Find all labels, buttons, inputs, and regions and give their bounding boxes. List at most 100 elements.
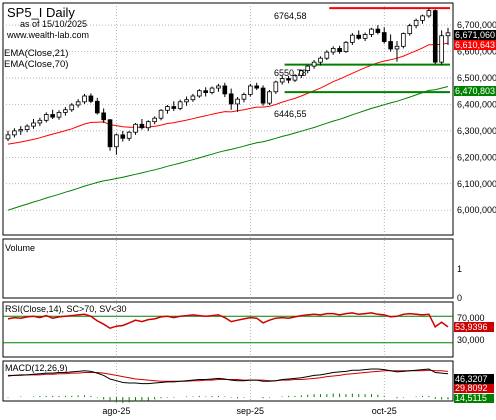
svg-text:6,470,803: 6,470,803: [455, 86, 495, 96]
candle-body: [190, 95, 196, 101]
candle-body: [133, 123, 138, 133]
macd-hist-tag: 14,5115: [454, 393, 494, 403]
candle-body: [37, 119, 43, 124]
candle-body: [158, 109, 164, 119]
volume-tick-1: 1: [457, 264, 462, 274]
svg-text:53,9396: 53,9396: [455, 322, 488, 332]
candle-body: [165, 106, 170, 111]
price-tick-label: 6,600,000: [457, 47, 496, 57]
price-tag-close: 6,671,060: [454, 30, 496, 40]
candle-body: [279, 78, 285, 83]
candle-body: [260, 87, 266, 104]
candle-body: [75, 101, 81, 106]
candle-body: [171, 106, 177, 109]
candle-body: [432, 10, 438, 63]
candle-body: [152, 117, 157, 123]
svg-text:46,3207: 46,3207: [455, 374, 488, 384]
grid-lines: 6,700,000 6,600,000 6,500,000 6,400,000 6,30…: [3, 3, 496, 416]
candle-body: [356, 34, 362, 39]
svg-text:6,610,643: 6,610,643: [455, 40, 495, 50]
candle-body: [388, 41, 393, 50]
candle-body: [177, 101, 183, 109]
candle-body: [381, 32, 387, 42]
price-tag-ema70: 6,470,803: [454, 86, 496, 96]
ema70-line: [7, 86, 449, 211]
candle-body: [254, 85, 260, 89]
candle-body: [311, 61, 317, 67]
legend-ema70: EMA(Close,70): [4, 59, 68, 70]
rsi-tick-30: 30,000: [457, 335, 485, 345]
candle-body: [362, 34, 368, 39]
volume-label: Volume: [5, 243, 35, 253]
candle-body: [216, 85, 221, 89]
price-series: [5, 7, 451, 211]
price-tick-label: 6,700,000: [457, 20, 496, 30]
candle-body: [107, 119, 113, 148]
candle-body: [88, 95, 94, 102]
candle-body: [56, 111, 62, 118]
candle-body: [82, 95, 87, 103]
chart-title: SP5_I Daily: [7, 5, 75, 20]
candle-body: [222, 85, 228, 95]
candle-body: [209, 87, 215, 93]
candle-body: [120, 134, 126, 139]
macd-signal-tag: 29,8092: [454, 383, 494, 393]
candle-body: [350, 34, 355, 43]
candle-body: [420, 15, 425, 21]
x-tick-label: sep-25: [237, 406, 265, 416]
rsi-value-tag: 53,9396: [454, 322, 494, 332]
price-tick-label: 6,100,000: [457, 179, 496, 189]
price-tag-ema21: 6,610,643: [454, 40, 496, 50]
candle-body: [318, 57, 323, 63]
rsi-line: [7, 312, 449, 330]
candle-body: [375, 28, 381, 33]
candle-body: [343, 41, 349, 52]
candle-body: [50, 114, 55, 118]
candle-body: [114, 134, 119, 148]
rsi-panel: [2, 301, 454, 358]
candle-body: [126, 131, 132, 139]
candle-body: [248, 85, 253, 95]
candle-body: [267, 91, 272, 104]
candle-body: [145, 121, 151, 129]
price-tick-label: 6,000,000: [457, 205, 496, 215]
price-tick-label: 6,400,000: [457, 99, 496, 109]
candle-body: [439, 35, 444, 63]
candle-body: [63, 109, 68, 113]
candle-body: [292, 74, 298, 81]
indicator-series: [3, 312, 453, 403]
candle-body: [426, 10, 432, 17]
level-label-low: 6446,55: [274, 109, 307, 119]
candle-body: [407, 25, 413, 35]
volume-panel: [2, 238, 454, 299]
svg-text:6,671,060: 6,671,060: [455, 30, 495, 40]
candle-body: [101, 112, 106, 121]
price-tick-label: 6,300,000: [457, 126, 496, 136]
rsi-label: RSI(Close,14), SC>70, SV<30: [5, 304, 127, 314]
candle-body: [445, 32, 451, 37]
as-of-date: as of 15/10/2025: [20, 19, 87, 29]
volume-tick-0: 0: [457, 293, 462, 303]
x-tick-label: ago-25: [102, 406, 130, 416]
candle-body: [241, 94, 247, 100]
macd-line: [7, 368, 449, 385]
candle-body: [31, 122, 36, 127]
candle-body: [203, 90, 208, 93]
level-label-high: 6764,58: [274, 11, 307, 21]
legend-ema21: EMA(Close,21): [4, 48, 68, 59]
candle-body: [94, 100, 100, 114]
svg-text:29,8092: 29,8092: [455, 383, 488, 393]
candle-body: [235, 98, 240, 105]
candle-body: [273, 81, 279, 93]
candle-body: [305, 65, 311, 72]
candle-body: [24, 125, 30, 130]
price-panel: [2, 2, 454, 236]
site-url: www.wealth-lab.com: [6, 30, 89, 40]
candle-body: [401, 33, 406, 47]
level-label-mid: 6550,78: [274, 68, 307, 78]
candle-body: [5, 134, 11, 140]
candle-body: [369, 28, 374, 35]
candle-body: [69, 104, 75, 111]
macd-value-tag: 46,3207: [454, 374, 494, 384]
